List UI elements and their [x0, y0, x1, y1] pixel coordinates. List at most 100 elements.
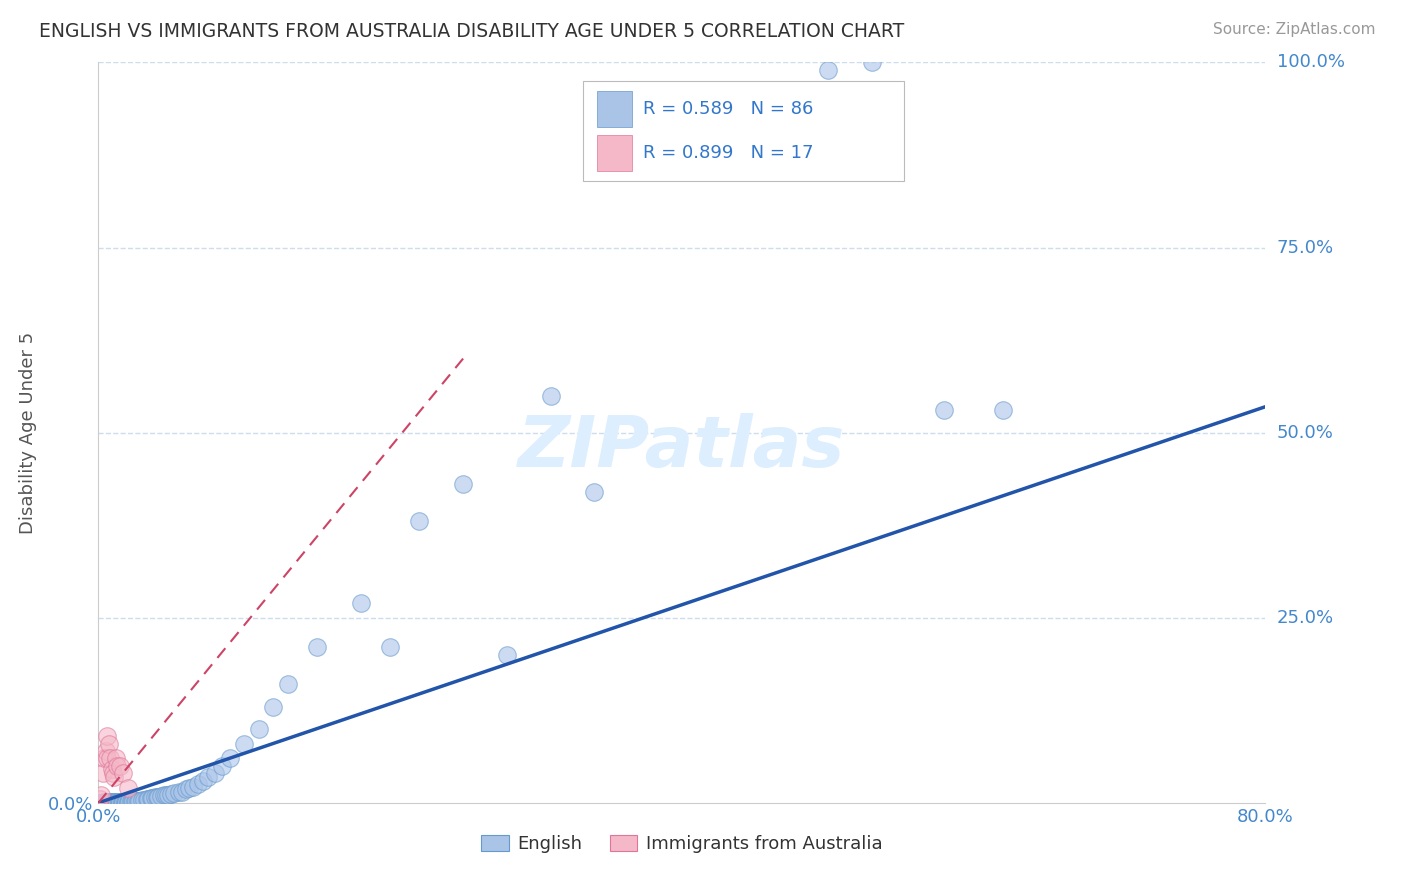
Text: 50.0%: 50.0% — [1277, 424, 1333, 442]
Point — [247, 722, 270, 736]
Point — [100, 796, 122, 810]
Point — [105, 758, 128, 772]
Text: 100.0%: 100.0% — [1277, 54, 1344, 71]
Point — [136, 792, 159, 806]
Point — [104, 795, 127, 809]
Point — [96, 795, 118, 809]
Point — [127, 794, 149, 808]
Point — [860, 55, 883, 70]
Point — [307, 640, 329, 655]
Point — [103, 796, 125, 810]
Point — [170, 785, 193, 799]
Point — [94, 796, 117, 810]
Point — [148, 789, 170, 804]
Point — [174, 782, 197, 797]
Point — [408, 515, 430, 529]
Point — [90, 796, 112, 810]
Point — [117, 795, 139, 809]
Y-axis label: Disability Age Under 5: Disability Age Under 5 — [20, 332, 37, 533]
Point — [125, 794, 148, 808]
Point — [105, 795, 128, 809]
Point — [112, 795, 135, 809]
Point — [540, 388, 562, 402]
Point — [204, 766, 226, 780]
Point — [94, 795, 117, 809]
Point — [146, 789, 169, 804]
Legend: English, Immigrants from Australia: English, Immigrants from Australia — [474, 828, 890, 861]
Point — [451, 477, 474, 491]
Point — [153, 789, 176, 803]
Point — [103, 770, 125, 784]
FancyBboxPatch shape — [596, 135, 631, 170]
Point — [197, 770, 219, 784]
Point — [193, 773, 215, 788]
Point — [120, 794, 142, 808]
Text: 25.0%: 25.0% — [1277, 608, 1334, 627]
Point — [98, 795, 121, 809]
Text: Source: ZipAtlas.com: Source: ZipAtlas.com — [1212, 22, 1375, 37]
Point — [187, 777, 209, 791]
Point — [110, 796, 132, 810]
Point — [218, 751, 240, 765]
Point — [160, 787, 183, 801]
Point — [93, 795, 115, 809]
Point — [496, 648, 519, 662]
Point — [181, 780, 204, 794]
Point — [117, 780, 139, 795]
Point — [991, 403, 1014, 417]
Point — [112, 766, 135, 780]
Text: ZIPatlas: ZIPatlas — [519, 413, 845, 482]
Point — [97, 795, 120, 809]
Point — [97, 737, 120, 751]
Point — [104, 751, 127, 765]
Point — [101, 796, 124, 810]
Point — [118, 794, 141, 808]
Point — [135, 792, 157, 806]
Point — [96, 751, 118, 765]
Point — [98, 751, 121, 765]
Point — [97, 796, 120, 810]
Point — [122, 794, 145, 808]
Point — [350, 596, 373, 610]
Point — [96, 729, 118, 743]
Point — [211, 758, 233, 772]
FancyBboxPatch shape — [596, 91, 631, 127]
Text: R = 0.589   N = 86: R = 0.589 N = 86 — [644, 100, 814, 118]
Point — [89, 792, 111, 806]
Point — [131, 793, 153, 807]
Text: 75.0%: 75.0% — [1277, 238, 1334, 257]
Point — [150, 789, 173, 804]
Point — [90, 789, 112, 803]
Point — [115, 795, 138, 809]
Point — [817, 62, 839, 77]
Point — [143, 789, 166, 804]
Point — [117, 796, 139, 810]
Point — [233, 737, 256, 751]
Point — [380, 640, 402, 655]
Point — [89, 796, 111, 810]
Point — [167, 785, 190, 799]
Point — [277, 677, 299, 691]
Point — [100, 795, 122, 809]
Point — [103, 795, 125, 809]
Point — [93, 751, 115, 765]
Point — [111, 796, 134, 810]
Point — [91, 766, 114, 780]
Point — [98, 796, 121, 810]
Point — [177, 780, 200, 795]
Point — [101, 795, 124, 809]
Point — [94, 744, 117, 758]
Point — [132, 793, 155, 807]
Point — [262, 699, 284, 714]
Point — [100, 763, 122, 777]
Point — [101, 766, 124, 780]
Point — [121, 794, 143, 808]
Point — [105, 796, 128, 810]
Point — [111, 795, 134, 809]
Point — [124, 794, 146, 808]
Point — [115, 796, 138, 810]
Point — [108, 795, 131, 809]
Point — [114, 796, 136, 810]
Point — [157, 788, 180, 802]
Point — [104, 796, 127, 810]
